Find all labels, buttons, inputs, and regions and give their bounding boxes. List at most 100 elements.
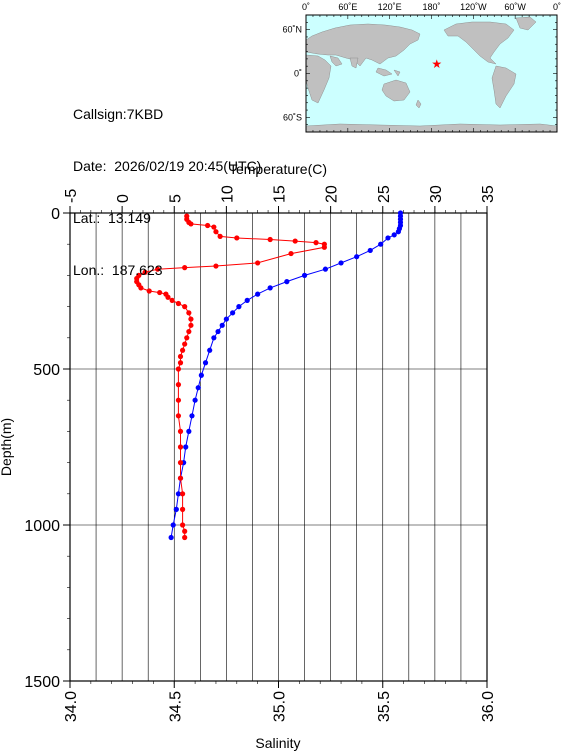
land-north-america (443, 21, 515, 65)
temperature-point (354, 254, 360, 260)
salinity-point (213, 263, 219, 269)
map-lon-label: 120˚E (378, 2, 402, 12)
temperature-point (219, 322, 225, 328)
salinity-point (175, 366, 182, 372)
temperature-point (186, 428, 192, 434)
station-info: Callsign:7KBD Date: 2026/02/19 20:45(UTC… (73, 74, 261, 294)
salinity-point (213, 229, 219, 235)
salinity-point (292, 238, 298, 244)
temperature-tick-label: 25 (376, 185, 393, 203)
land-greenland (515, 16, 537, 31)
salinity-point (175, 413, 182, 419)
map-lat-labels: 60˚N 0˚ 60˚S (282, 25, 302, 123)
temperature-point (284, 279, 290, 285)
depth-tick-label: 500 (33, 362, 60, 379)
temperature-tick-label: -5 (63, 189, 80, 203)
salinity-point (217, 233, 223, 239)
salinity-tick-label: 36.0 (480, 691, 497, 722)
salinity-point (182, 528, 188, 534)
temperature-point (198, 372, 204, 378)
temperature-point (192, 397, 198, 403)
salinity-point (267, 236, 273, 243)
temperature-point (189, 413, 195, 419)
date-label: Date: (73, 158, 107, 174)
salinity-point (175, 382, 182, 388)
salinity-point (182, 304, 188, 310)
land-new-zealand (415, 99, 422, 109)
temperature-point (378, 241, 384, 247)
salinity-point (175, 397, 182, 403)
temperature-point (175, 491, 182, 497)
salinity-point (177, 360, 184, 366)
salinity-point (179, 506, 186, 512)
temperature-point (230, 310, 236, 316)
temperature-point (211, 335, 217, 341)
salinity-point (255, 260, 261, 266)
temperature-point (223, 316, 229, 322)
map-lon-label: 180˚ (422, 2, 440, 12)
temperature-tick-label: 35 (480, 185, 497, 203)
map-ticks (305, 14, 558, 133)
lat-label: Lat.: (73, 210, 101, 226)
map-lon-label: 0˚ (302, 2, 310, 12)
temperature-point (255, 291, 261, 297)
salinity-point (321, 244, 327, 250)
temperature-point (338, 260, 344, 266)
temperature-point (207, 347, 213, 353)
salinity-point (179, 347, 186, 353)
land-south-america (491, 65, 517, 109)
salinity-tick-label: 34.0 (63, 691, 80, 722)
temperature-point (395, 229, 401, 235)
salinity-point (146, 288, 152, 294)
callsign-label: Callsign: (73, 106, 127, 122)
temperature-point (367, 247, 373, 254)
lon-label: Lon.: (73, 262, 105, 278)
salinity-axis-ticks: 34.0 34.5 35.0 35.5 36.0 (63, 681, 497, 722)
salinity-point (165, 294, 171, 300)
salinity-line (136, 216, 325, 538)
temperature-point (244, 297, 250, 303)
profile-plot: -5 0 5 10 15 20 25 30 35 34.0 34.5 35.0 35.5 36.0 05… (0, 161, 497, 751)
salinity-point (184, 335, 190, 341)
temperature-tick-label: 20 (324, 185, 341, 203)
salinity-tick-label: 34.5 (167, 691, 184, 722)
lon-value: 187.623 (111, 262, 163, 278)
depth-tick-label: 0 (51, 206, 60, 223)
lat-value: 13.149 (108, 210, 151, 226)
salinity-point (188, 322, 194, 328)
salinity-point (175, 300, 182, 307)
land-south-asia (329, 55, 359, 69)
temperature-axis-label: Temperature(C) (229, 161, 327, 177)
salinity-point (234, 235, 240, 241)
depth-tick-label: 1000 (24, 518, 60, 535)
salinity-point (177, 475, 184, 481)
map-lon-label: 0˚ (553, 2, 561, 12)
temperature-tick-label: 0 (115, 194, 132, 203)
salinity-point (138, 285, 144, 291)
salinity-point (177, 353, 184, 360)
temperature-point (195, 385, 201, 391)
map-lat-label: 60˚N (282, 25, 302, 35)
map-lon-label: 60˚E (338, 2, 357, 12)
depth-axis-label: Depth(m) (0, 418, 14, 476)
temperature-point (183, 444, 189, 450)
temperature-point (385, 235, 391, 241)
map-lat-label: 0˚ (294, 69, 302, 79)
salinity-tick-label: 35.5 (376, 691, 393, 722)
salinity-point (186, 310, 192, 316)
temperature-point (322, 266, 329, 272)
temperature-series (168, 210, 404, 541)
map-lon-label: 60˚W (504, 2, 526, 12)
salinity-point (179, 522, 186, 528)
temperature-point (267, 285, 273, 291)
temperature-point (170, 522, 176, 528)
salinity-point (179, 491, 186, 497)
map-lon-labels: 0˚ 60˚E 120˚E 180˚ 120˚W 60˚W 0˚ (302, 2, 561, 12)
salinity-point (188, 221, 194, 227)
lat-row: Lat.: 13.149 (73, 210, 261, 226)
temperature-tick-label: 15 (272, 185, 289, 203)
salinity-axis-label: Salinity (255, 735, 300, 751)
chart-grid (70, 213, 487, 681)
temperature-point (173, 506, 179, 512)
